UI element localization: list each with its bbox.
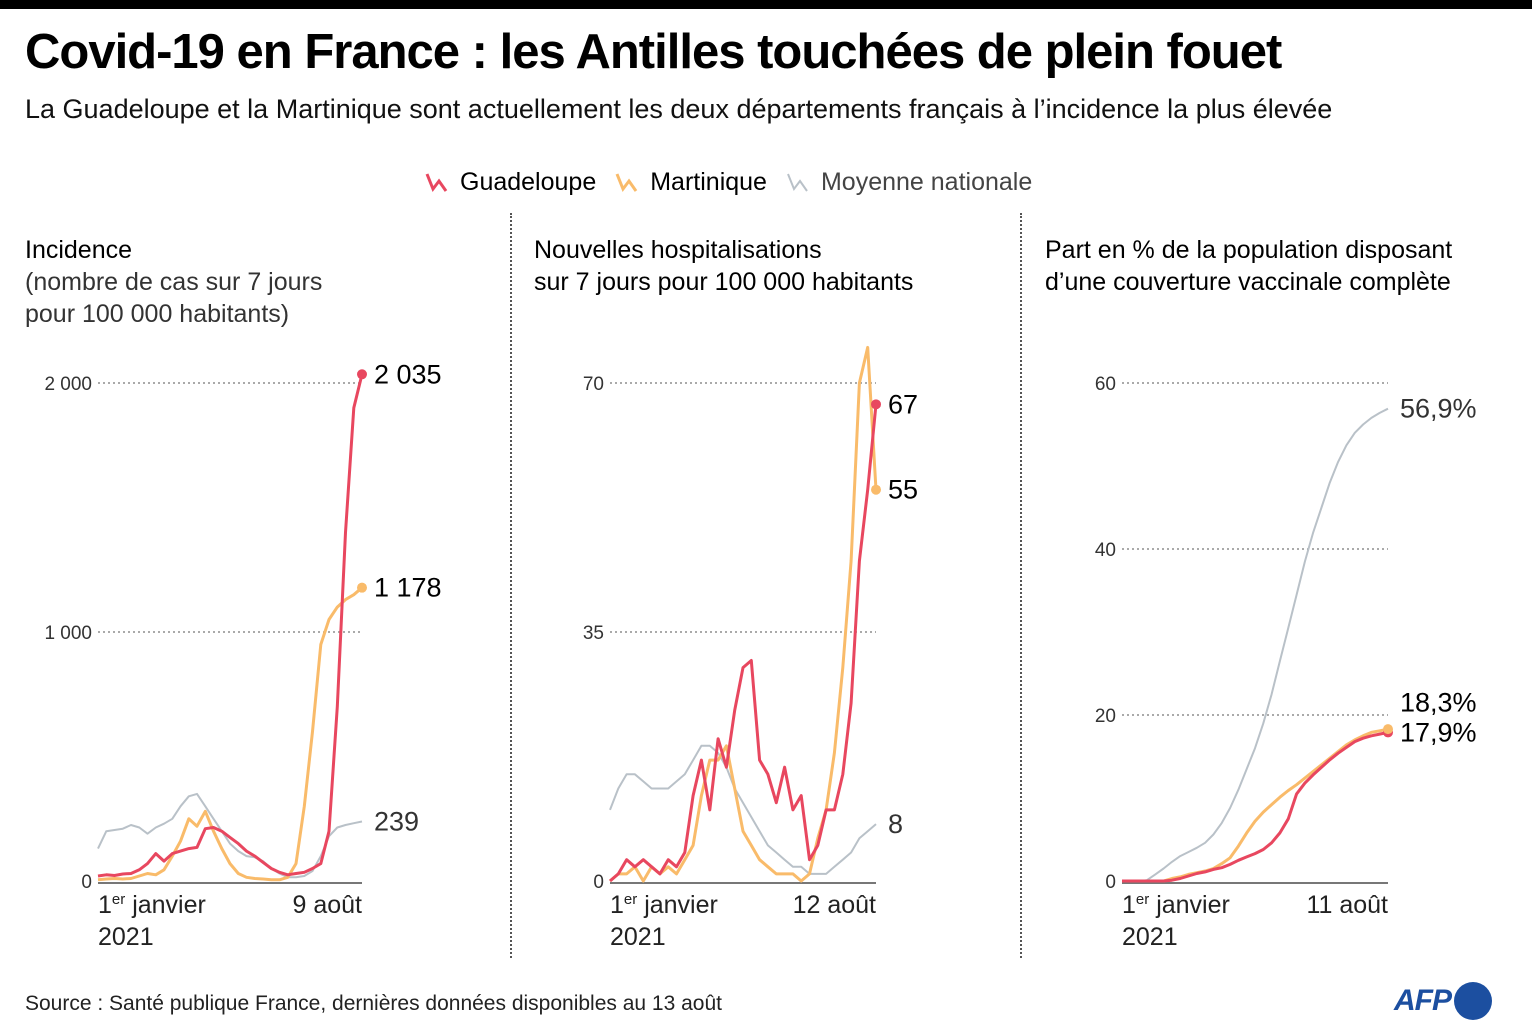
x-tick-label-year: 2021 <box>98 923 154 951</box>
series-line-national <box>609 744 877 875</box>
series-line-guadeloupe <box>97 373 364 878</box>
end-dot-martinique <box>357 582 367 593</box>
panel-title-line: Part en % de la population disposant <box>1045 236 1453 264</box>
end-dot-guadeloupe <box>357 369 367 380</box>
y-tick-label: 0 <box>593 872 604 893</box>
end-label-martinique: 1 178 <box>374 573 442 603</box>
end-label-guadeloupe: 2 035 <box>374 359 442 389</box>
end-label-martinique: 55 <box>888 475 918 505</box>
y-tick-label: 0 <box>1105 872 1116 893</box>
panel-title-line: Incidence <box>25 236 133 264</box>
series-line-national <box>97 792 363 879</box>
x-tick-label-year: 2021 <box>1122 923 1178 951</box>
panel-title-line: Nouvelles hospitalisations <box>534 236 822 264</box>
legend-item-guadeloupe: Guadeloupe <box>424 168 596 197</box>
series-line-guadeloupe <box>1122 730 1389 883</box>
source-note: Source : Santé publique France, dernière… <box>25 992 722 1015</box>
end-dot-martinique <box>871 484 881 495</box>
y-tick-label: 70 <box>583 374 604 395</box>
top-border <box>0 0 1532 9</box>
afp-logo: AFP <box>1394 982 1492 1020</box>
legend-label: Guadeloupe <box>460 167 597 196</box>
line-sparkline-icon <box>615 173 638 193</box>
panel-divider <box>510 213 512 958</box>
series-line-martinique <box>97 586 363 882</box>
afp-logo-dot <box>1454 982 1492 1020</box>
panel-title-line: sur 7 jours pour 100 000 habitants <box>534 268 914 296</box>
y-tick-label: 20 <box>1095 706 1116 727</box>
y-tick-label: 2 000 <box>44 374 92 395</box>
end-label-national: 56,9% <box>1400 394 1477 424</box>
y-tick-label: 0 <box>81 872 92 893</box>
end-label-national: 239 <box>374 806 419 836</box>
x-tick-label-year: 2021 <box>610 923 666 951</box>
x-tick-label-end: 9 août <box>292 891 362 919</box>
panel-subtitle-line: (nombre de cas sur 7 jours <box>25 268 323 296</box>
series-line-national <box>1122 407 1389 882</box>
legend-item-national: Moyenne nationale <box>785 168 1032 197</box>
y-tick-label: 40 <box>1095 540 1116 561</box>
x-tick-label-start: 1er janvier <box>1122 891 1230 919</box>
panel-title-hospitalisations: Nouvelles hospitalisations sur 7 jours p… <box>534 234 913 298</box>
x-tick-label-end: 11 août <box>1306 891 1388 919</box>
series-line-martinique <box>1122 727 1389 883</box>
end-label-guadeloupe: 17,9% <box>1400 717 1477 747</box>
line-sparkline-icon <box>425 173 448 193</box>
page-subtitle: La Guadeloupe et la Martinique sont actu… <box>25 94 1333 124</box>
y-tick-label: 35 <box>583 623 604 644</box>
page-title: Covid-19 en France : les Antilles touché… <box>25 25 1282 79</box>
y-tick-label: 1 000 <box>44 623 92 644</box>
line-sparkline-icon <box>787 173 808 192</box>
end-label-martinique: 18,3% <box>1400 687 1477 717</box>
panel-divider <box>1020 213 1022 958</box>
end-dot-martinique <box>1383 724 1393 735</box>
legend-item-martinique: Martinique <box>614 168 767 197</box>
legend-label: Martinique <box>650 167 767 196</box>
afp-logo-text: AFP <box>1394 984 1452 1017</box>
end-dot-guadeloupe <box>871 399 881 410</box>
legend-label: Moyenne nationale <box>820 167 1033 196</box>
panel-subtitle-line: pour 100 000 habitants) <box>25 300 290 328</box>
y-tick-label: 60 <box>1095 374 1116 395</box>
x-tick-label-start: 1er janvier <box>98 891 206 919</box>
panel-title-vaccination: Part en % de la population disposant d’u… <box>1045 234 1452 298</box>
series-line-guadeloupe <box>609 404 878 883</box>
legend: Guadeloupe Martinique Moyenne nationale <box>424 165 1050 199</box>
end-label-national: 8 <box>888 809 903 839</box>
x-tick-label-end: 12 août <box>793 891 876 919</box>
panel-title-line: d’une couverture vaccinale complète <box>1045 268 1451 296</box>
x-tick-label-start: 1er janvier <box>610 891 718 919</box>
end-label-guadeloupe: 67 <box>888 389 918 419</box>
panel-title-incidence: Incidence (nombre de cas sur 7 jours pou… <box>25 234 322 330</box>
